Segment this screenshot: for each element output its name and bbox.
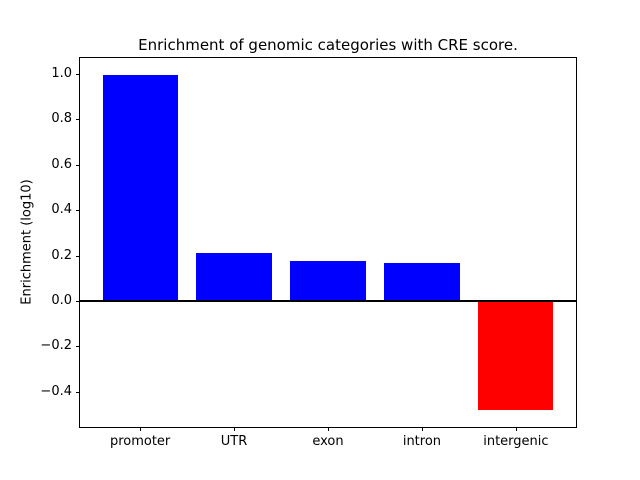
zero-line bbox=[80, 299, 576, 302]
x-tick-label-exon: exon bbox=[312, 434, 344, 449]
y-tick-label: 0.8 bbox=[51, 111, 72, 127]
bar-intron bbox=[384, 262, 460, 301]
x-tick-label-promoter: promoter bbox=[109, 434, 171, 449]
bar-UTR bbox=[196, 252, 272, 301]
y-tick-label: −0.4 bbox=[40, 383, 72, 399]
y-tick-mark bbox=[76, 164, 80, 166]
y-tick-label: −0.2 bbox=[40, 338, 72, 354]
x-tick-label-intron: intron bbox=[402, 434, 442, 449]
y-tick-mark bbox=[76, 391, 80, 393]
y-tick-label: 0.2 bbox=[51, 247, 72, 263]
x-tick-mark bbox=[515, 427, 517, 431]
x-tick-label-UTR: UTR bbox=[220, 434, 248, 449]
x-tick-mark bbox=[421, 427, 423, 431]
y-tick-label: 1.0 bbox=[51, 65, 72, 81]
bar-intergenic bbox=[478, 300, 554, 410]
y-tick-mark bbox=[76, 346, 80, 348]
bar-exon bbox=[290, 261, 366, 301]
y-tick-mark bbox=[76, 255, 80, 257]
x-tick-label-intergenic: intergenic bbox=[483, 434, 549, 449]
plot-area bbox=[79, 57, 577, 428]
chart-title: Enrichment of genomic categories with CR… bbox=[138, 36, 518, 54]
x-tick-mark bbox=[328, 427, 329, 431]
x-tick-mark bbox=[140, 427, 142, 431]
y-axis-label: Enrichment (log10) bbox=[19, 179, 35, 305]
y-tick-label: 0.0 bbox=[51, 292, 72, 308]
x-tick-mark bbox=[234, 427, 236, 431]
y-tick-mark bbox=[76, 73, 80, 75]
y-tick-mark bbox=[76, 210, 80, 212]
y-tick-label: 0.6 bbox=[51, 156, 72, 172]
bar-promoter bbox=[102, 75, 178, 301]
y-tick-mark bbox=[76, 119, 80, 121]
y-tick-mark bbox=[76, 300, 80, 302]
y-tick-label: 0.4 bbox=[51, 202, 72, 218]
